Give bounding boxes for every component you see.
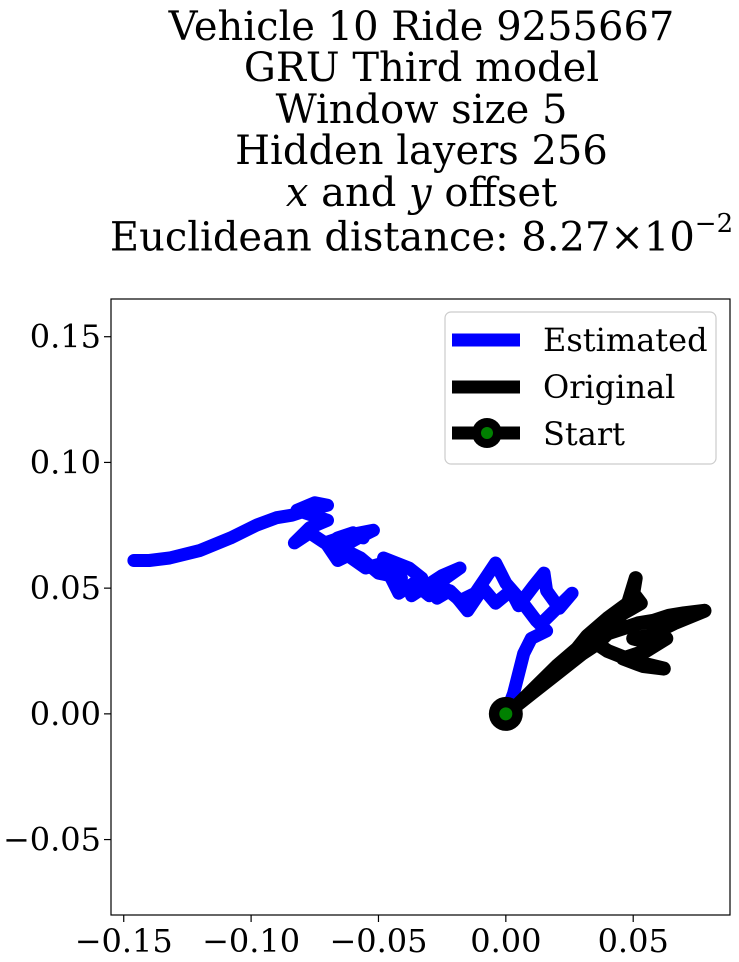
title-offset: offset bbox=[431, 170, 558, 216]
title-line-2: GRU Third model bbox=[243, 45, 600, 91]
y-tick-label: 0.00 bbox=[30, 695, 101, 733]
x-tick-label: −0.15 bbox=[75, 922, 173, 960]
title-y-var: y bbox=[409, 170, 432, 216]
title-distance: Euclidean distance: 8.27×10 bbox=[109, 214, 695, 261]
legend-estimated-label: Estimated bbox=[543, 321, 708, 359]
start-marker-fill bbox=[499, 707, 513, 721]
title-line-1: Vehicle 10 Ride 9255667 bbox=[168, 4, 675, 50]
series-estimated-line bbox=[127, 496, 554, 721]
title-line-4: Hidden layers 256 bbox=[235, 128, 608, 174]
title-x-var: x bbox=[285, 170, 309, 216]
y-tick-label: 0.05 bbox=[30, 569, 101, 607]
y-tick-label: −0.05 bbox=[3, 821, 101, 859]
title-exponent: −2 bbox=[694, 209, 734, 239]
x-tick-label: −0.10 bbox=[202, 922, 300, 960]
title-and: and bbox=[308, 170, 410, 216]
y-tick-label: 0.10 bbox=[30, 443, 101, 481]
title-line-5: x and y offset bbox=[0, 173, 739, 213]
y-axis: −0.05 0.00 0.05 0.10 0.15 bbox=[3, 318, 111, 859]
legend-box bbox=[444, 311, 717, 465]
y-tick-label: 0.15 bbox=[30, 318, 101, 356]
x-tick-label: −0.05 bbox=[329, 922, 427, 960]
series-layer bbox=[127, 496, 712, 731]
x-tick-label: 0.00 bbox=[470, 922, 541, 960]
series-original-line bbox=[498, 571, 712, 721]
legend-start-label: Start bbox=[543, 415, 625, 453]
axes-frame bbox=[110, 298, 731, 916]
legend-original-label: Original bbox=[543, 368, 675, 406]
legend-start-marker-fill bbox=[481, 427, 493, 439]
x-tick-label: 0.05 bbox=[598, 922, 669, 960]
legend: Estimated Original Start bbox=[444, 311, 717, 465]
title-line-3: Window size 5 bbox=[275, 87, 568, 133]
x-axis: −0.15 −0.10 −0.05 0.00 0.05 bbox=[75, 915, 669, 960]
title-line-6: Euclidean distance: 8.27×10−2 bbox=[0, 211, 739, 261]
series-estimated-line-secondary bbox=[321, 526, 579, 630]
